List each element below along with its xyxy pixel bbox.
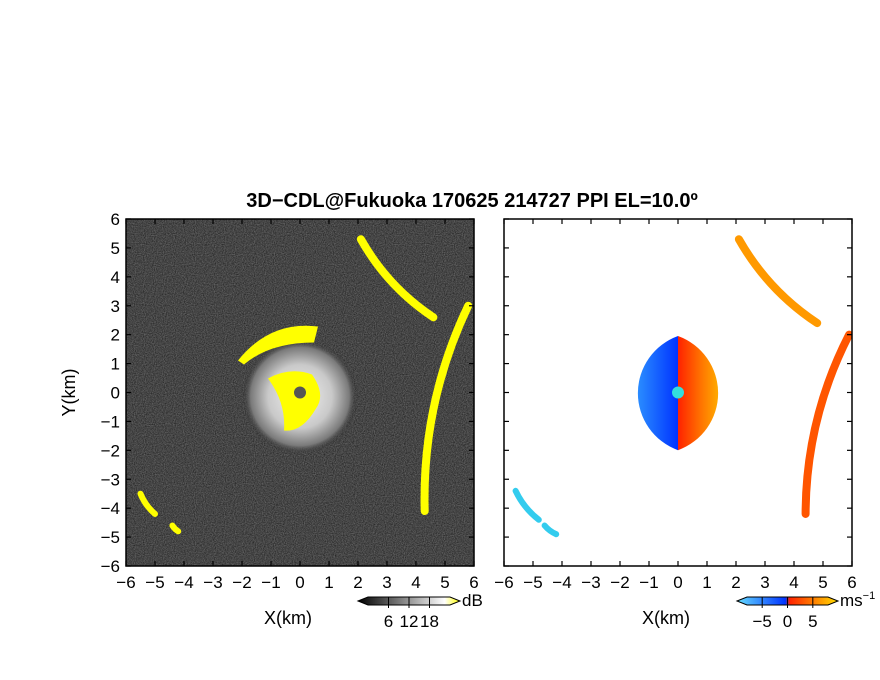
radar-site-marker — [294, 386, 306, 399]
colorbar-tick-label: 12 — [400, 612, 419, 631]
echo-arc-4 — [541, 522, 560, 538]
velocity-colorbar: −5 0 5 ms−1 — [735, 590, 875, 631]
figure-title: 3D−CDL@Fukuoka 170625 214727 PPI EL=10.0… — [246, 190, 698, 212]
saturated-core — [268, 371, 321, 431]
y-tick-label: 1 — [111, 355, 120, 374]
y-tick-label: 6 — [111, 210, 120, 229]
radar-site-marker — [672, 386, 684, 399]
plot-area — [126, 219, 474, 566]
x-tick-label: −5 — [523, 573, 542, 592]
x-tick-label: −4 — [174, 573, 193, 592]
colorbar-tick-label: 6 — [384, 612, 393, 631]
colorbar-tick-label: −5 — [752, 612, 771, 631]
x-axis-label: X(km) — [264, 608, 312, 628]
colorbar-tick-label: 5 — [808, 612, 817, 631]
velocity-negative-half — [637, 336, 678, 451]
colorbar-tick-label: 18 — [420, 612, 439, 631]
echo-arc-3 — [512, 487, 542, 523]
reflectivity-panel: −6 −5 −4 −3 −2 −1 0 1 2 3 4 5 6X(km)−6−5−4−3−2−10123… — [59, 210, 479, 628]
core-arc-north — [238, 325, 318, 365]
x-tick-label: 2 — [353, 573, 362, 592]
colorbar-unit-exponent: −1 — [863, 590, 876, 602]
y-tick-label: 0 — [111, 384, 120, 403]
y-tick-label: −5 — [101, 528, 120, 547]
x-tick-label: −3 — [581, 573, 600, 592]
x-tick-label: −1 — [261, 573, 280, 592]
x-tick-label: 1 — [324, 573, 333, 592]
x-tick-label: 1 — [702, 573, 711, 592]
x-tick-label: 5 — [818, 573, 827, 592]
y-axis-label: Y(km) — [59, 369, 79, 417]
velocity-panel: −6 −5 −4 −3 −2 −1 0 1 2 3 4 5 6 X(km) — [494, 218, 857, 628]
reflectivity-colorbar: 6 12 18 dB — [356, 591, 483, 631]
y-tick-label: −1 — [101, 412, 120, 431]
x-tick-label: −1 — [639, 573, 658, 592]
echo-arc-1 — [734, 235, 822, 328]
x-tick-label: −3 — [203, 573, 222, 592]
x-tick-label: 3 — [382, 573, 391, 592]
y-tick-label: −4 — [101, 499, 120, 518]
echo-arc-1 — [356, 235, 438, 322]
y-tick-label: 5 — [111, 239, 120, 258]
y-tick-label: −3 — [101, 470, 120, 489]
x-tick-label: 6 — [469, 573, 478, 592]
echo-arc-4 — [169, 522, 182, 535]
colorbar-unit: ms−1 — [840, 590, 875, 610]
x-tick-label: −4 — [552, 573, 571, 592]
y-tick-label: 2 — [111, 326, 120, 345]
x-tick-label: −6 — [494, 573, 513, 592]
x-axis-label: X(km) — [642, 608, 690, 628]
echo-arc-2 — [420, 301, 473, 516]
x-tick-label: 2 — [731, 573, 740, 592]
colorbar-tick-label: 0 — [783, 612, 792, 631]
velocity-positive-half — [678, 336, 719, 451]
x-tick-label: 4 — [789, 573, 798, 592]
x-tick-label: −6 — [116, 573, 135, 592]
y-tick-label: 3 — [111, 297, 120, 316]
colorbar-unit: dB — [462, 591, 483, 610]
echo-arc-2 — [801, 330, 852, 518]
x-tick-label: 5 — [440, 573, 449, 592]
y-tick-label: −2 — [101, 441, 120, 460]
x-tick-label: 3 — [760, 573, 769, 592]
x-tick-label: −2 — [232, 573, 251, 592]
y-tick-label: −6 — [101, 557, 120, 576]
x-tick-label: 0 — [673, 573, 682, 592]
x-tick-label: 4 — [411, 573, 420, 592]
y-tick-label: 4 — [111, 268, 120, 287]
x-tick-label: −5 — [145, 573, 164, 592]
x-tick-label: 0 — [295, 573, 304, 592]
plot-area — [504, 219, 852, 566]
x-tick-label: 6 — [847, 573, 856, 592]
echo-arc-3 — [137, 490, 158, 517]
x-tick-label: −2 — [610, 573, 629, 592]
